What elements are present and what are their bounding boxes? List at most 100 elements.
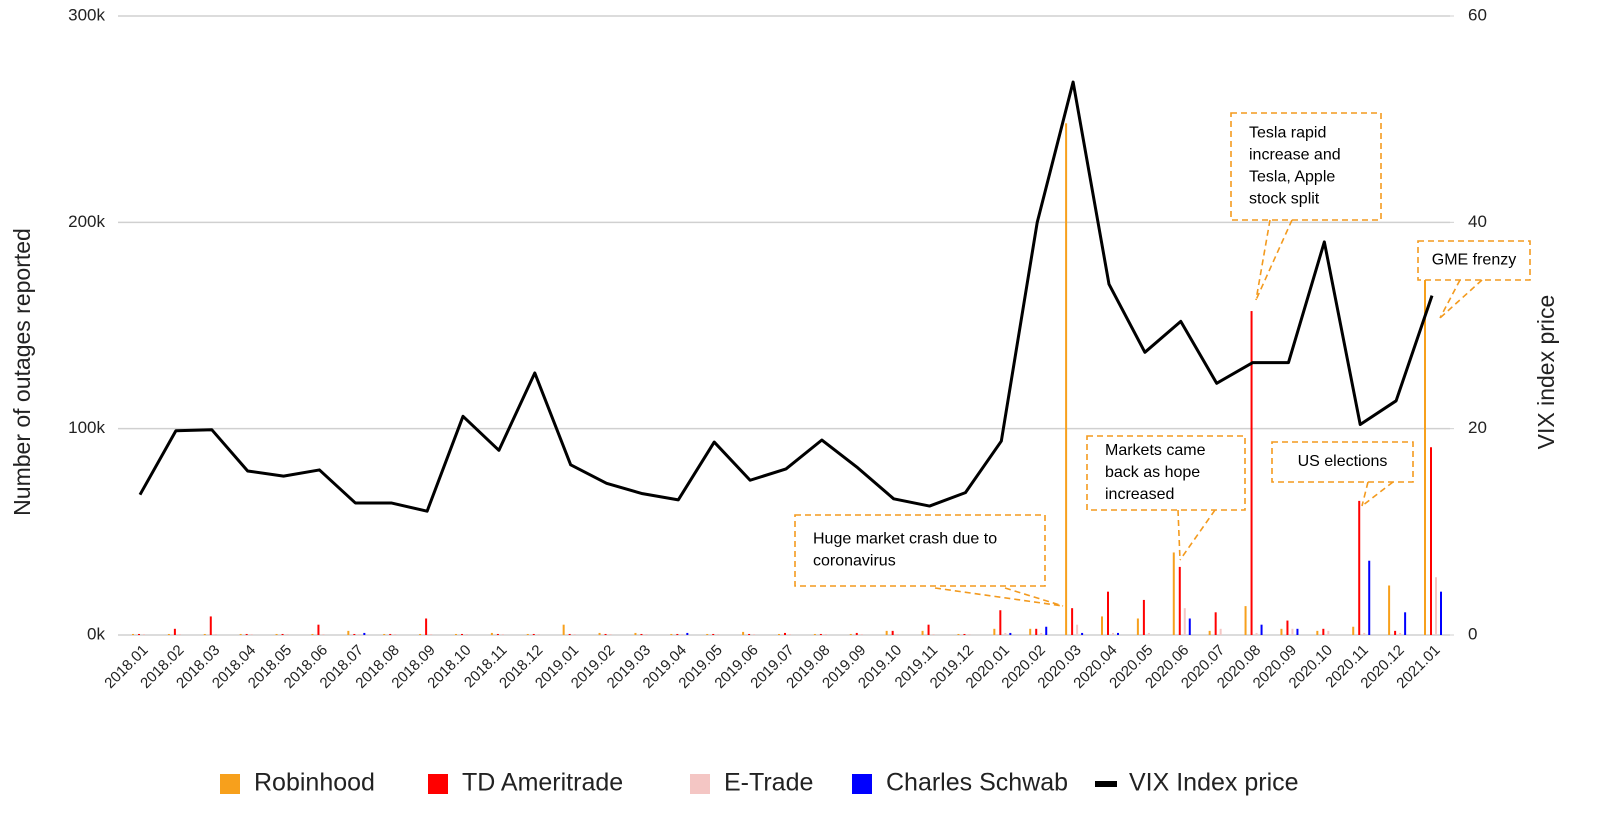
bar (1136, 618, 1139, 635)
bar (466, 633, 468, 635)
bar (1440, 591, 1442, 635)
bar (784, 632, 786, 635)
bar (1029, 628, 1032, 635)
annotation-text: stock split (1249, 191, 1320, 208)
bar (993, 628, 996, 635)
annotation-text: Tesla, Apple (1249, 169, 1335, 186)
bar (1101, 616, 1103, 635)
bar (1142, 599, 1145, 635)
bar (363, 632, 366, 635)
bar (896, 633, 899, 635)
bar (1147, 632, 1150, 635)
bar (275, 633, 278, 635)
bar (921, 630, 924, 635)
legend-label: TD Ameritrade (462, 769, 623, 797)
bar (383, 633, 386, 635)
bar (1009, 632, 1012, 635)
annotation-text: Markets came (1105, 442, 1206, 459)
annotation-leader (1179, 509, 1216, 561)
bar (501, 633, 504, 635)
bar (1035, 628, 1038, 635)
bar (1260, 624, 1263, 635)
bar (1368, 560, 1371, 635)
bar (239, 633, 242, 635)
bar (742, 631, 745, 635)
legend-label: Charles Schwab (886, 769, 1068, 797)
bar (1117, 632, 1119, 635)
legend-label: VIX Index price (1129, 769, 1299, 797)
bar (860, 633, 863, 635)
y2-tick-label: 40 (1468, 212, 1487, 231)
bar (214, 633, 217, 635)
bar (645, 633, 648, 635)
bar (824, 633, 827, 635)
legend-marker (690, 774, 710, 794)
y2-tick-label: 0 (1468, 624, 1477, 643)
annotation-leader (1439, 279, 1461, 319)
bar (819, 633, 822, 635)
bar (1250, 311, 1253, 635)
y-tick-label: 200k (68, 212, 105, 231)
bar (1172, 552, 1175, 635)
bar (1316, 630, 1319, 635)
bar (957, 633, 960, 635)
legend-marker (852, 774, 872, 794)
bar (681, 633, 684, 635)
bar (425, 618, 428, 635)
annotation-box (1417, 240, 1531, 281)
annotation-text: increased (1105, 486, 1174, 503)
bar (353, 633, 356, 635)
bar (1076, 624, 1079, 635)
legend-marker (1095, 781, 1117, 787)
annotation-leader (1439, 279, 1483, 319)
bar (1404, 612, 1407, 635)
bar (281, 633, 284, 635)
bar (891, 630, 894, 635)
bar (526, 633, 529, 635)
annotation-box (794, 514, 1046, 587)
bar (855, 632, 858, 635)
y-tick-label: 100k (68, 418, 105, 437)
bar (598, 632, 601, 635)
bar (885, 630, 888, 635)
legend-label: Robinhood (254, 769, 375, 797)
bar (676, 633, 679, 635)
y2-tick-label: 60 (1468, 5, 1487, 24)
bar (968, 633, 971, 635)
bar (1435, 577, 1437, 635)
bar (927, 624, 930, 635)
bar (686, 632, 689, 635)
bar (311, 633, 314, 635)
bar (490, 632, 493, 635)
legend-marker (220, 774, 240, 794)
bar (286, 633, 289, 635)
bar (1081, 632, 1084, 635)
bar (634, 632, 637, 635)
bar (1255, 632, 1258, 635)
bar (604, 633, 607, 635)
bar (1399, 632, 1402, 635)
y-tick-label: 300k (68, 5, 105, 24)
bar (461, 633, 463, 635)
bar (609, 633, 612, 635)
bar (1358, 500, 1361, 635)
annotation-leader (1255, 219, 1293, 301)
bar (1045, 626, 1048, 635)
y-tick-label: 0k (87, 624, 105, 643)
bar (1040, 632, 1043, 635)
annotation-box (1230, 112, 1382, 221)
bar (455, 633, 457, 635)
annotation-leader (1361, 481, 1394, 507)
bar (245, 633, 248, 635)
bar (358, 633, 361, 635)
bar (1188, 618, 1191, 635)
bar (748, 633, 751, 635)
bar (1219, 628, 1222, 635)
bar (1112, 632, 1114, 635)
annotation-text: GME frenzy (1432, 252, 1516, 269)
bar (167, 633, 170, 635)
bar (532, 633, 535, 635)
bar (1322, 628, 1325, 635)
bar (1394, 630, 1397, 635)
